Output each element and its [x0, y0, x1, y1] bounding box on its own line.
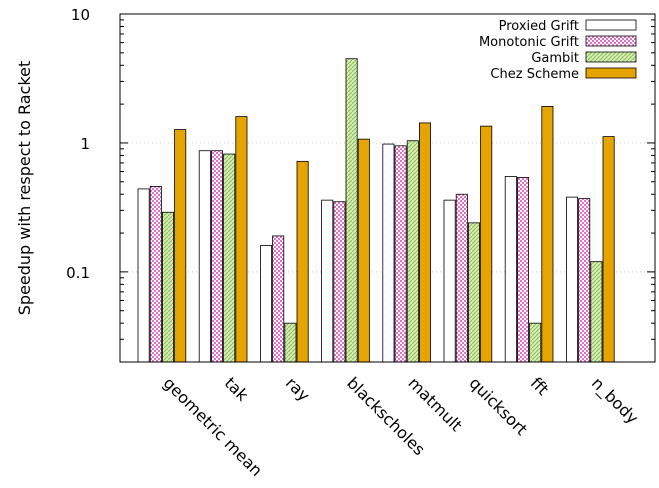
x-category-label: n_body	[587, 373, 642, 428]
legend-label: Gambit	[531, 51, 579, 66]
plot-frame	[119, 13, 656, 363]
bar-gambit-matmult	[406, 140, 419, 363]
bar-gambit-n_body	[590, 261, 603, 363]
legend-swatch	[585, 67, 637, 79]
y-tick-label: 1	[80, 135, 90, 153]
bars	[137, 58, 615, 363]
bar-gambit-ray	[284, 322, 297, 363]
x-category-label: fft	[527, 373, 553, 399]
legend-label: Proxied Grift	[499, 19, 579, 34]
bar-gambit-geometric-mean	[161, 211, 174, 363]
bar-chez-scheme-tak	[235, 116, 248, 363]
legend-swatch	[585, 51, 637, 63]
y-axis-ticks: 0.1 1 10	[66, 6, 655, 363]
bar-chez-scheme-quicksort	[480, 125, 493, 363]
bar-proxied-grift-ray	[259, 245, 272, 363]
bar-proxied-grift-quicksort	[443, 199, 456, 363]
legend-label: Monotonic Grift	[479, 35, 579, 50]
bar-chez-scheme-blackscholes	[357, 138, 370, 363]
bar-proxied-grift-blackscholes	[321, 199, 334, 363]
legend-label: Chez Scheme	[490, 67, 579, 82]
x-category-label: ray	[282, 373, 314, 405]
bar-gambit-tak	[223, 153, 236, 363]
bar-chez-scheme-matmult	[418, 122, 431, 363]
legend-swatch	[585, 35, 637, 47]
y-axis-title: Speedup with respect to Racket	[15, 61, 34, 315]
bar-chez-scheme-geometric-mean	[174, 129, 187, 363]
bar-monotonic-grift-quicksort	[455, 193, 468, 363]
bar-proxied-grift-n_body	[566, 196, 579, 363]
x-category-label: matmult	[404, 373, 466, 435]
bar-gambit-blackscholes	[345, 58, 358, 363]
x-category-label: quicksort	[466, 373, 532, 439]
bar-monotonic-grift-matmult	[394, 145, 407, 363]
bar-proxied-grift-matmult	[382, 143, 395, 363]
bar-monotonic-grift-geometric-mean	[149, 186, 162, 363]
bar-proxied-grift-geometric-mean	[137, 188, 150, 363]
bar-chez-scheme-ray	[296, 160, 309, 363]
bar-chez-scheme-fft	[541, 106, 554, 363]
bar-chez-scheme-n_body	[602, 136, 615, 363]
y-tick-label: 0.1	[66, 264, 90, 282]
bar-proxied-grift-tak	[198, 150, 211, 363]
bar-gambit-quicksort	[467, 222, 480, 363]
bar-monotonic-grift-ray	[272, 235, 285, 363]
x-category-label: tak	[221, 373, 253, 405]
bar-gambit-fft	[529, 322, 542, 363]
bar-monotonic-grift-tak	[210, 150, 223, 363]
bar-monotonic-grift-fft	[517, 177, 530, 363]
bar-proxied-grift-fft	[504, 176, 517, 363]
bar-monotonic-grift-blackscholes	[333, 201, 346, 363]
y-tick-label: 10	[71, 6, 90, 24]
legend-swatch	[585, 19, 637, 31]
bar-monotonic-grift-n_body	[578, 198, 591, 363]
